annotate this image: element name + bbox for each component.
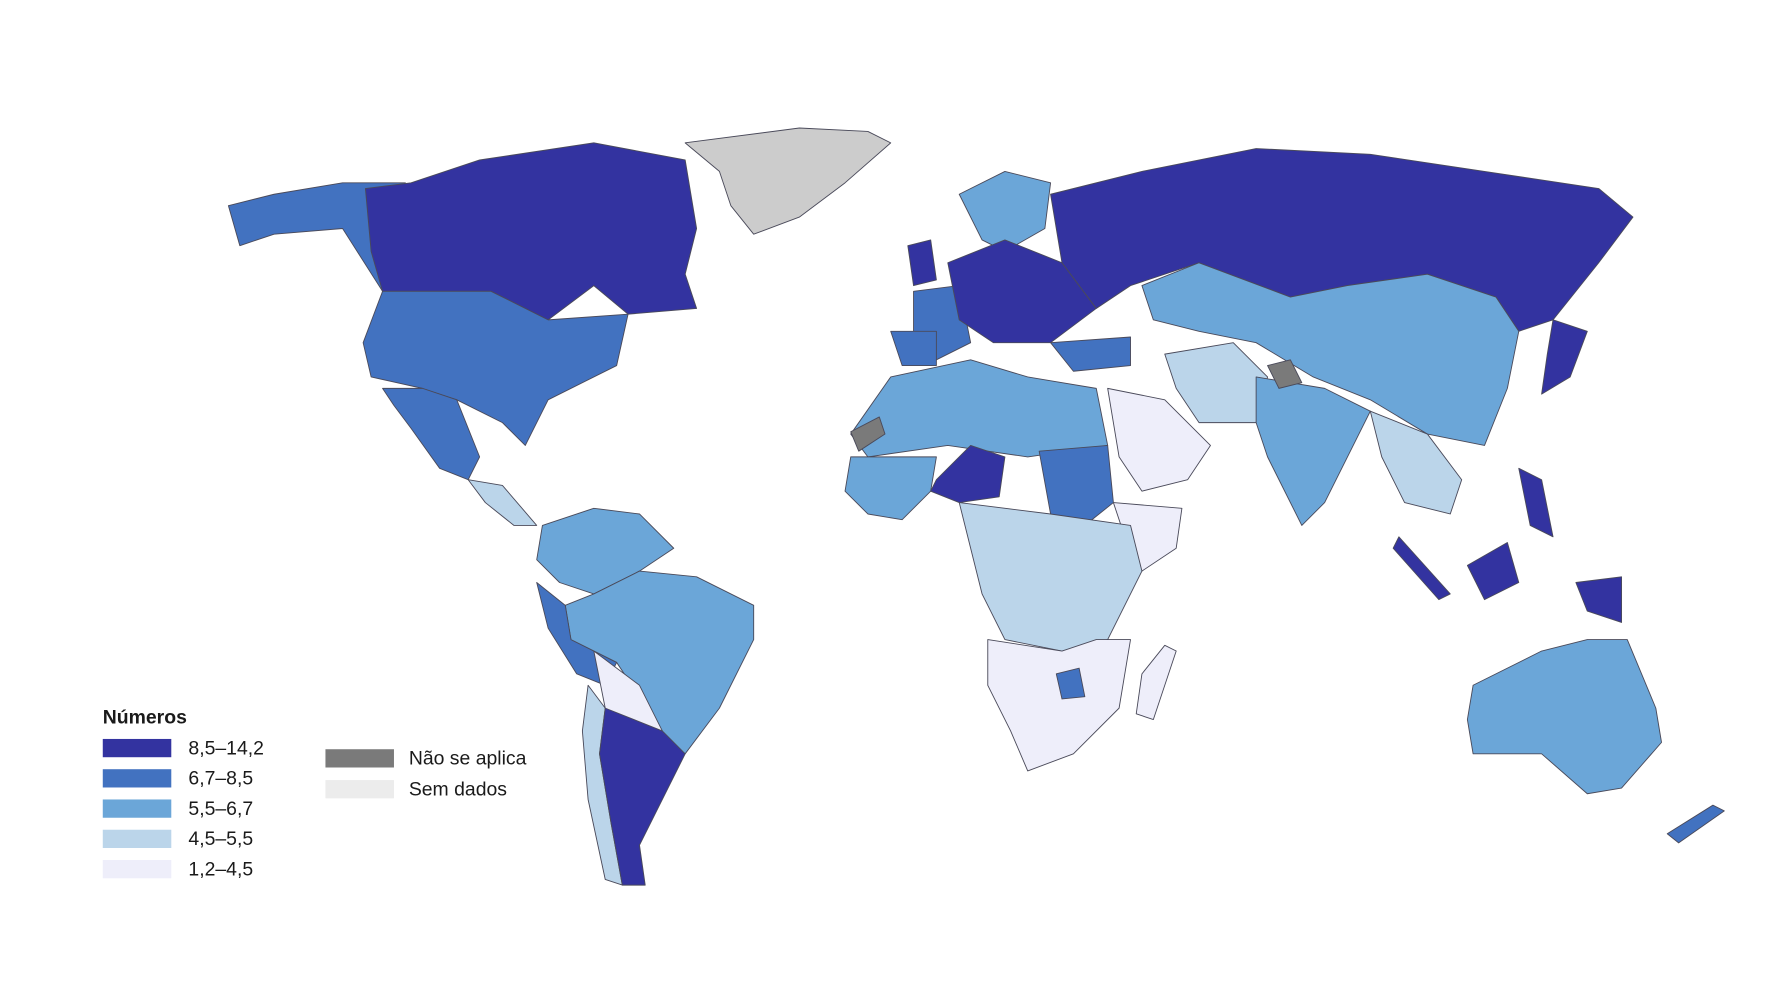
legend-swatch [325,780,394,799]
countries [227,127,1725,886]
legend-label: 6,7–8,5 [188,768,253,790]
legend-swatch [325,749,394,768]
legend-label: Não se aplica [409,748,527,770]
japan [1541,319,1588,395]
iberia [890,330,937,366]
southeast-asia [1369,410,1463,515]
asia-central-china [1141,262,1520,446]
legend-swatch [102,738,172,758]
western-sahara [850,416,886,452]
central-africa [958,502,1143,652]
sudan [1038,445,1114,526]
legend-swatch [102,829,172,849]
legend-label: 5,5–6,7 [188,798,253,820]
scandinavia [958,170,1052,252]
legend-swatch [102,859,172,879]
india [1255,376,1371,526]
legend-swatch [102,799,172,818]
new-zealand [1666,804,1725,844]
southern-africa [987,639,1131,772]
legend: Números 8,5–14,2 6,7–8,5 5,5–6,7 4,5–5,5 1,2… [102,707,527,880]
australia [1466,639,1662,795]
legend-label: 4,5–5,5 [188,828,253,850]
arabia [1107,387,1211,492]
legend-label: Sem dados [409,778,507,800]
north-africa [850,359,1109,458]
legend-label: 1,2–4,5 [188,858,253,880]
kashmir [1267,359,1303,389]
turkey [1050,336,1131,372]
usa [362,290,629,446]
madagascar [1135,644,1177,720]
greenland [684,127,892,235]
borneo [1466,542,1520,601]
argentina [599,707,686,886]
new-guinea [1575,576,1623,623]
sumatra [1392,536,1451,601]
central-europe [947,239,1097,344]
zimbabwe [1055,667,1086,700]
legend-label: 8,5–14,2 [188,737,264,759]
legend-swatch [102,769,172,788]
iran [1164,342,1269,424]
central-america [467,479,538,526]
niger [930,445,1006,504]
legend-title: Números [103,707,187,729]
uk [907,239,937,287]
west-africa [844,456,937,521]
philippines [1518,467,1554,538]
